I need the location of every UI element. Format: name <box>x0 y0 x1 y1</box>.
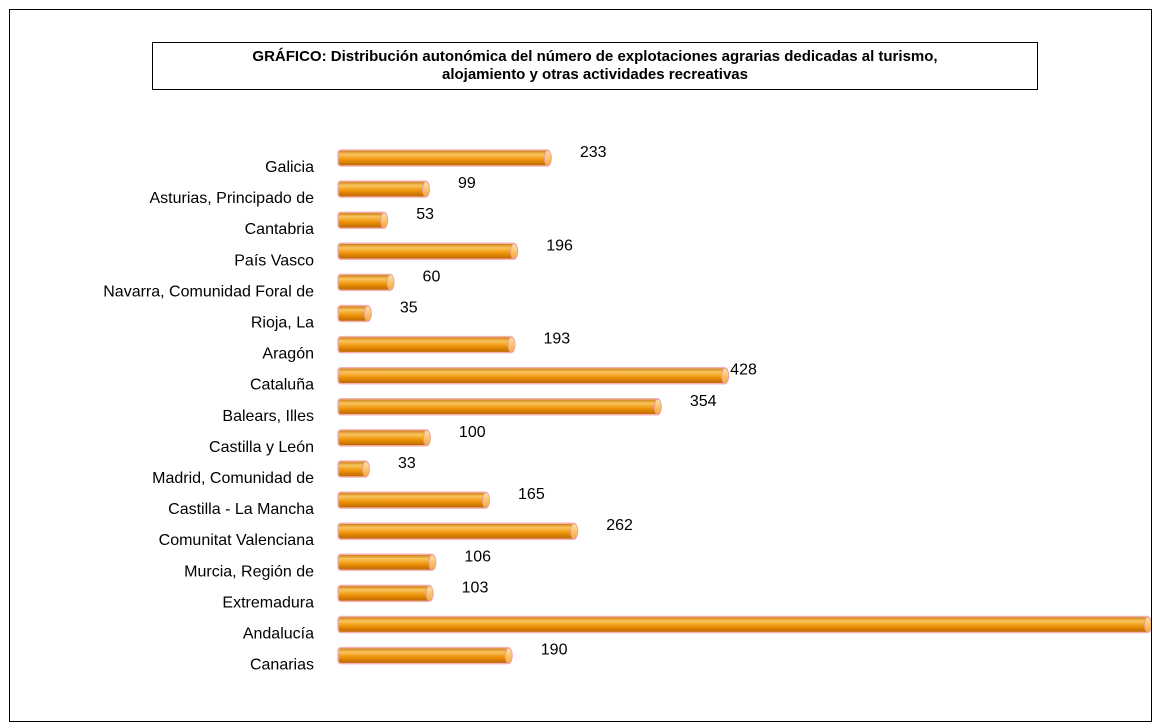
chart-title-line-1: GRÁFICO: Distribución autonómica del núm… <box>252 48 938 65</box>
category-label: Extremadura <box>222 594 314 611</box>
value-label: 99 <box>458 175 476 192</box>
category-label: Cantabria <box>245 221 314 238</box>
bar <box>337 646 513 665</box>
value-label: 233 <box>580 144 607 161</box>
value-label: 33 <box>398 455 416 472</box>
category-label: Castilla y León <box>209 439 314 456</box>
chart-title-line-2: alojamiento y otras actividades recreati… <box>442 66 748 83</box>
value-label: 35 <box>400 300 418 317</box>
value-label: 53 <box>416 206 434 223</box>
bar <box>337 211 389 229</box>
bar <box>337 429 431 447</box>
category-label: Cataluña <box>250 377 314 394</box>
bar <box>337 149 552 167</box>
bar <box>337 460 371 478</box>
bar <box>337 242 519 261</box>
category-label: Canarias <box>250 657 314 674</box>
chart-frame <box>9 9 1152 722</box>
category-label: Castilla - La Mancha <box>168 501 314 518</box>
value-label: 106 <box>464 548 491 565</box>
value-label: 193 <box>543 331 570 348</box>
category-label: Andalucía <box>243 626 314 643</box>
category-label: Balears, Illes <box>222 408 314 425</box>
value-label: 190 <box>541 642 568 659</box>
value-label: 100 <box>459 424 486 441</box>
category-label: Murcia, Región de <box>184 563 314 580</box>
bar <box>337 491 491 509</box>
value-label: 103 <box>462 579 489 596</box>
bar <box>337 180 431 198</box>
category-label: Comunitat Valenciana <box>159 532 314 549</box>
value-label: 165 <box>518 486 545 503</box>
chart-title: GRÁFICO: Distribución autonómica del núm… <box>152 42 1038 90</box>
value-label: 262 <box>606 517 633 534</box>
bar <box>337 584 434 603</box>
bar <box>337 522 579 540</box>
value-label: 196 <box>546 237 573 254</box>
category-label: Asturias, Principado de <box>149 190 314 207</box>
category-label: Aragón <box>262 346 314 363</box>
value-label: 428 <box>730 362 757 379</box>
bar <box>337 304 372 323</box>
bar <box>337 273 395 292</box>
plot-area: Galicia 233 Asturias, Principado de 99 Canta… <box>103 144 1151 674</box>
bar <box>337 615 1151 634</box>
category-label: Navarra, Comunidad Foral de <box>103 283 314 300</box>
category-label: Rioja, La <box>251 315 314 332</box>
bar <box>337 335 516 354</box>
category-label: Galicia <box>265 159 314 176</box>
bar <box>337 398 662 416</box>
category-label: Madrid, Comunidad de <box>152 470 314 487</box>
category-label: País Vasco <box>234 252 314 269</box>
value-label: 60 <box>423 268 441 285</box>
bar <box>337 366 730 385</box>
bar <box>337 553 437 572</box>
value-label: 354 <box>690 393 717 410</box>
